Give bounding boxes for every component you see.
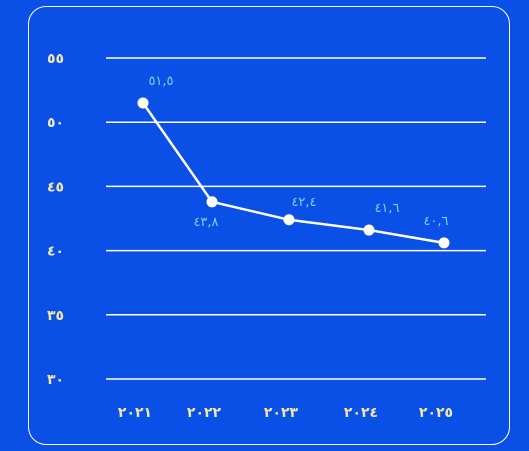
data-label: ٤١,٦ — [374, 201, 399, 216]
data-label: ٤٢,٤ — [291, 195, 316, 210]
x-tick-label: ٢٠٢١ — [118, 405, 152, 421]
data-point — [438, 237, 450, 249]
y-tick-label: ٣٥ — [47, 308, 64, 324]
y-tick-label: ٣٠ — [47, 372, 64, 388]
chart-frame — [28, 6, 510, 445]
data-label: ٥١,٥ — [148, 74, 173, 89]
x-tick-label: ٢٠٢٥ — [419, 405, 453, 421]
y-tick-label: ٥٥ — [47, 51, 64, 67]
data-label: ٤٣,٨ — [193, 215, 218, 230]
y-tick-label: ٥٠ — [47, 115, 64, 131]
x-tick-label: ٢٠٢٣ — [264, 405, 299, 421]
data-label: ٤٠,٦ — [423, 214, 448, 229]
data-point — [283, 214, 295, 226]
data-point — [363, 224, 375, 236]
x-tick-label: ٢٠٢٤ — [344, 405, 378, 421]
y-tick-label: ٤٥ — [47, 179, 64, 195]
x-tick-label: ٢٠٢٢ — [187, 405, 222, 421]
y-tick-label: ٤٠ — [47, 244, 64, 260]
data-point — [137, 97, 149, 109]
data-point — [206, 196, 218, 208]
